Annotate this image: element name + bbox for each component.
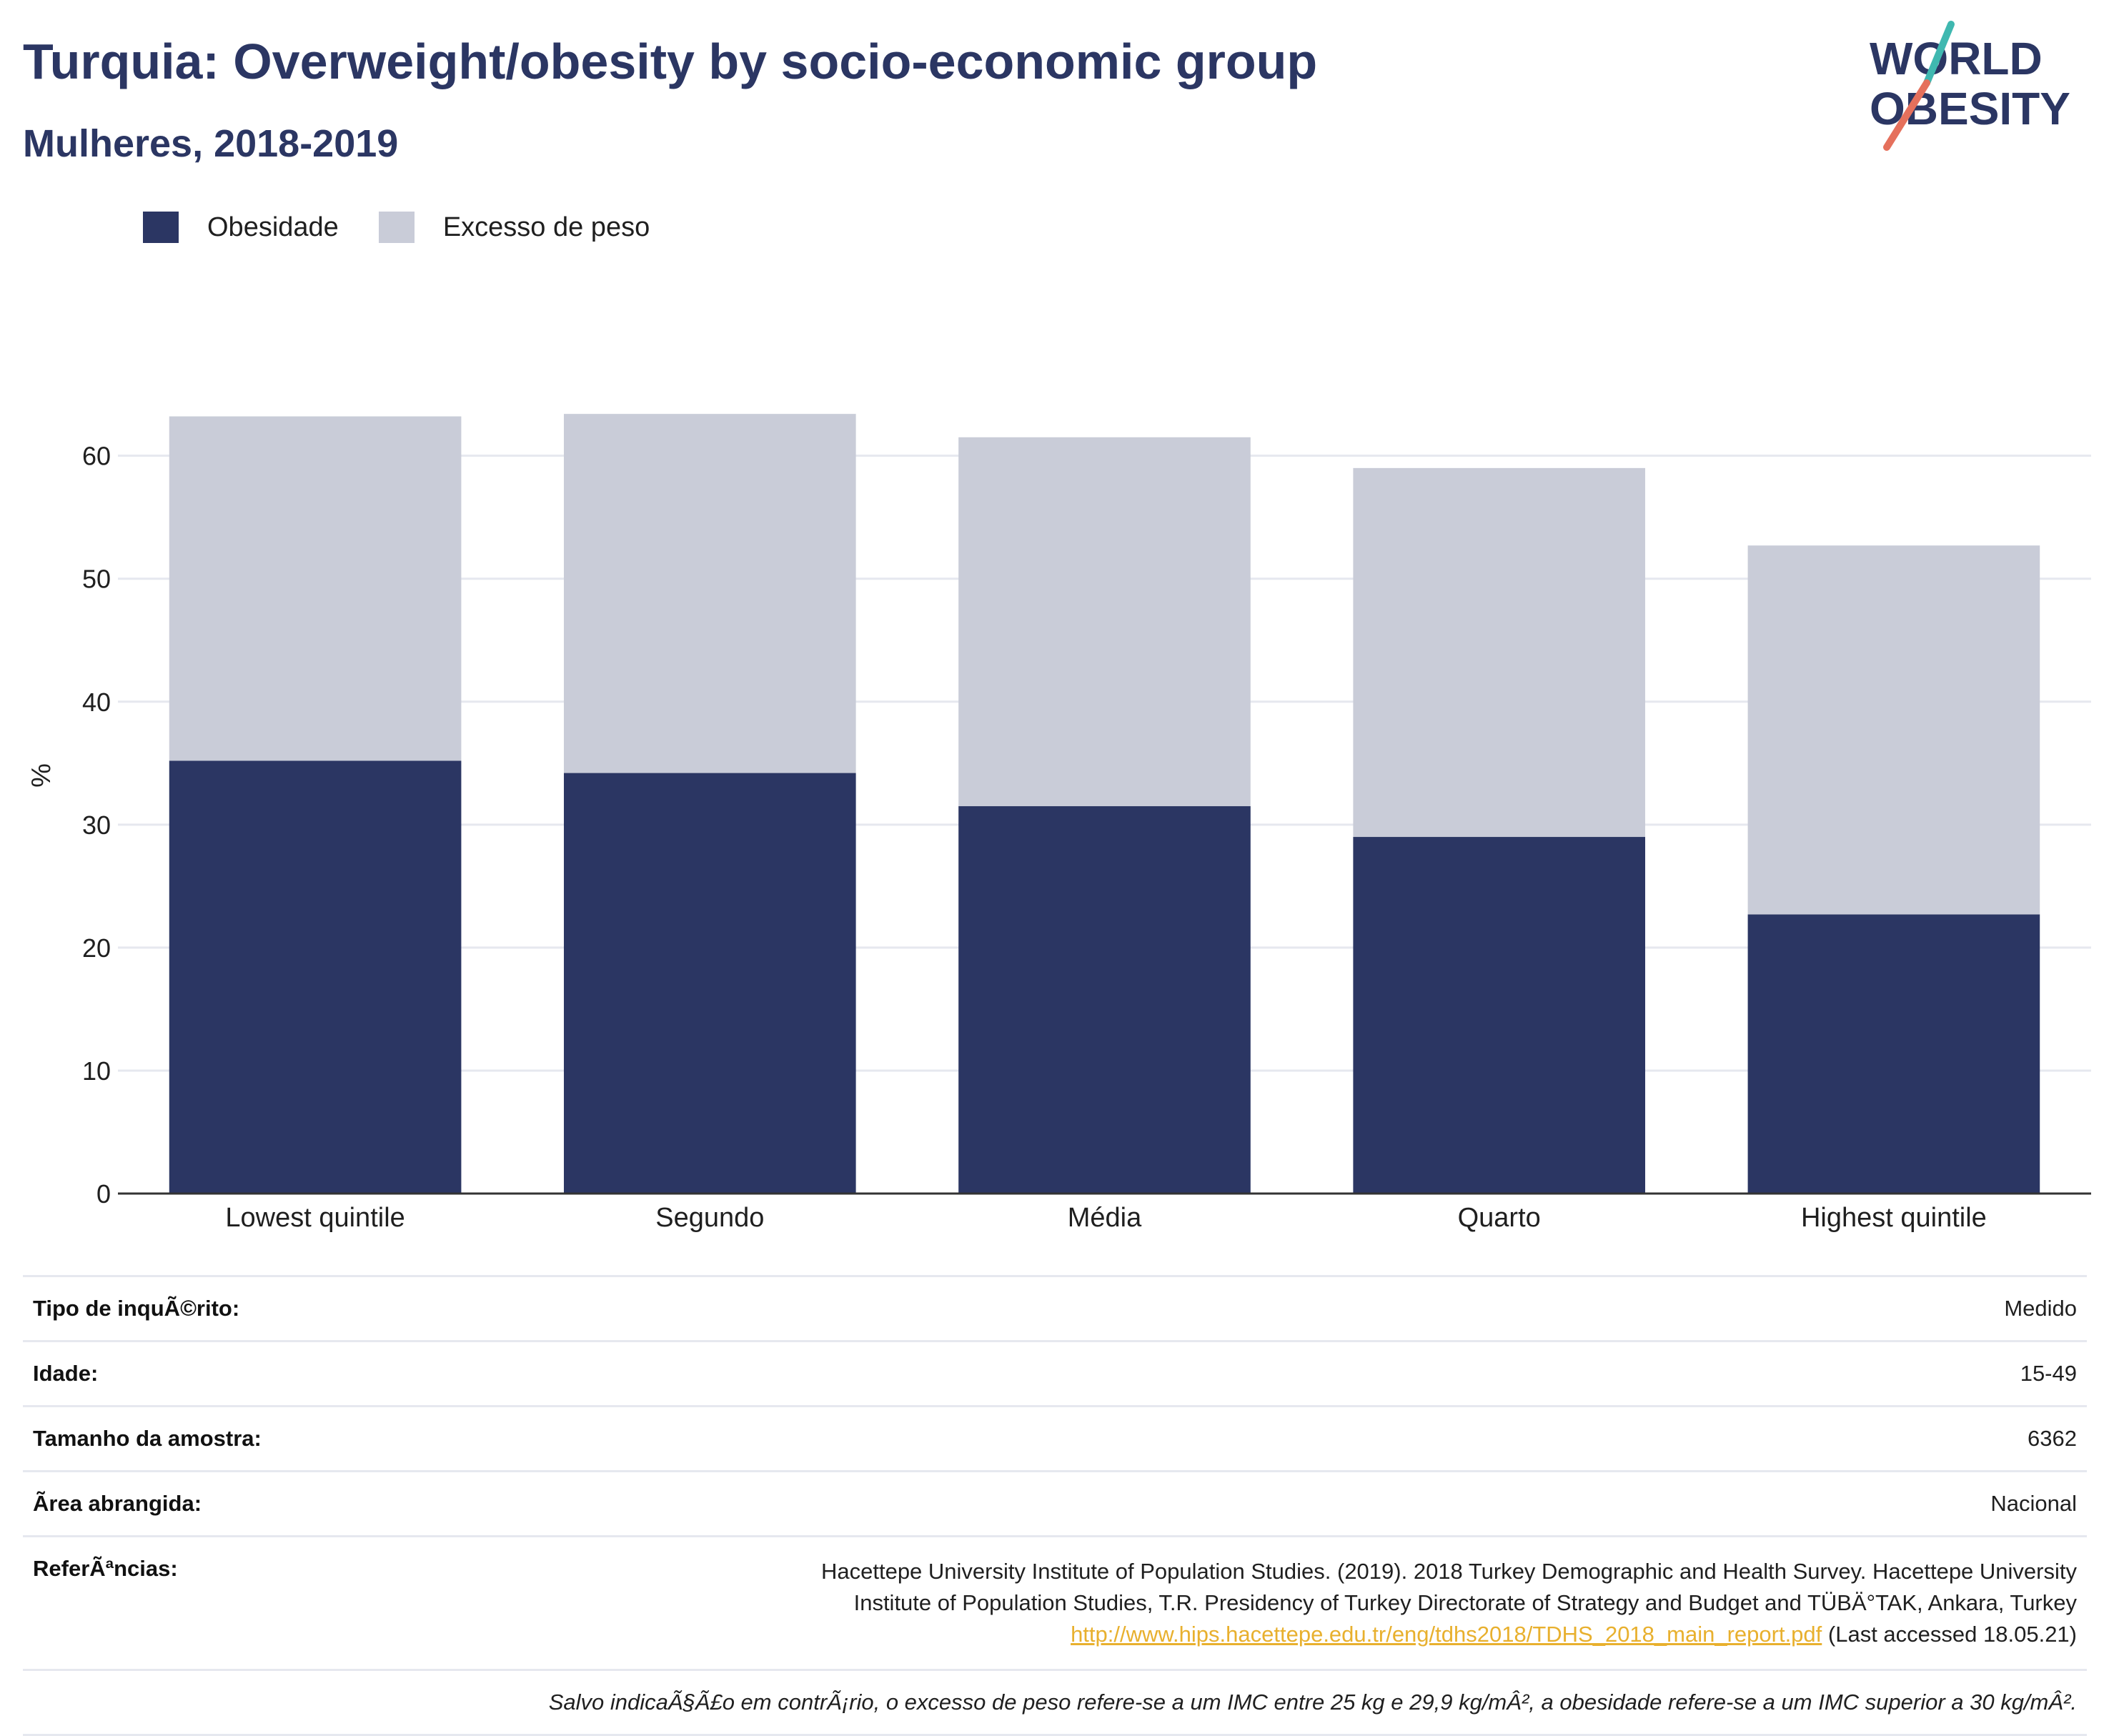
chart-subtitle: Mulheres, 2018-2019 [23, 121, 398, 166]
x-tick-label: Média [1068, 1203, 1142, 1233]
reference-accessed: (Last accessed 18.05.21) [1822, 1622, 2077, 1647]
x-tick-label: Quarto [1458, 1203, 1541, 1233]
y-tick-label: 10 [82, 1056, 111, 1086]
bar-chart: 0 10 20 30 40 50 60% Lowest quintile Segundo Médi… [0, 343, 2114, 1236]
bar-overweight-3 [1353, 468, 1645, 837]
x-tick-label: Segundo [655, 1203, 764, 1233]
survey-type-label: Tipo de inquÃ©rito: [33, 1296, 239, 1321]
legend-item-overweight[interactable]: Excesso de peso [379, 212, 650, 243]
footnote-text: Salvo indicaÃ§Ã£o em contrÃ¡rio, o exces… [549, 1690, 2077, 1715]
bar-overweight-4 [1748, 545, 2040, 914]
y-tick-label: 60 [82, 442, 111, 471]
footnote-row: Salvo indicaÃ§Ã£o em contrÃ¡rio, o exces… [23, 1669, 2087, 1736]
reference-line-1: Hacettepe University Institute of Popula… [821, 1556, 2077, 1587]
legend-label-overweight: Excesso de peso [443, 212, 650, 243]
y-tick-label: 0 [96, 1179, 111, 1209]
y-tick-label: 50 [82, 565, 111, 594]
x-tick-label: Highest quintile [1801, 1203, 1987, 1233]
bar-overweight-2 [958, 437, 1251, 806]
info-row-survey-type: Tipo de inquÃ©rito: Medido [23, 1275, 2087, 1340]
info-row-age: Idade: 15-49 [23, 1340, 2087, 1405]
sample-size-value: 6362 [2028, 1426, 2077, 1452]
world-obesity-logo: WORLD OBESITY [1858, 19, 2094, 154]
logo-text-world: WORLD [1870, 33, 2043, 84]
chart-legend: Obesidade Excesso de peso [143, 212, 690, 243]
chart-title: Turquia: Overweight/obesity by socio-eco… [23, 33, 1317, 90]
reference-line-3: http://www.hips.hacettepe.edu.tr/eng/tdh… [821, 1619, 2077, 1650]
references-label: ReferÃªncias: [33, 1556, 178, 1582]
legend-swatch-obesity [143, 212, 179, 243]
legend-item-obesity[interactable]: Obesidade [143, 212, 339, 243]
legend-swatch-overweight [379, 212, 415, 243]
y-tick-label: 30 [82, 810, 111, 840]
y-tick-label: 40 [82, 688, 111, 717]
y-tick-label: 20 [82, 933, 111, 963]
bar-overweight-0 [169, 417, 462, 761]
info-row-references: ReferÃªncias: Hacettepe University Insti… [23, 1535, 2087, 1669]
bar-obesity-4 [1748, 914, 2040, 1194]
reference-line-2: Institute of Population Studies, T.R. Pr… [821, 1587, 2077, 1619]
survey-type-value: Medido [2004, 1296, 2077, 1321]
info-row-sample-size: Tamanho da amostra: 6362 [23, 1405, 2087, 1470]
bar-obesity-1 [564, 773, 856, 1194]
x-tick-label: Lowest quintile [225, 1203, 405, 1233]
area-value: Nacional [1990, 1491, 2077, 1517]
bar-obesity-2 [958, 806, 1251, 1194]
age-label: Idade: [33, 1361, 98, 1387]
bar-obesity-0 [169, 760, 462, 1194]
survey-info-table: Tipo de inquÃ©rito: Medido Idade: 15-49 … [23, 1275, 2087, 1736]
y-axis-label: % [26, 763, 56, 788]
references-text: Hacettepe University Institute of Popula… [821, 1556, 2077, 1650]
age-value: 15-49 [2020, 1361, 2077, 1387]
reference-link[interactable]: http://www.hips.hacettepe.edu.tr/eng/tdh… [1071, 1622, 1822, 1647]
area-label: Ã rea abrangida: [33, 1491, 202, 1517]
legend-label-obesity: Obesidade [207, 212, 339, 243]
sample-size-label: Tamanho da amostra: [33, 1426, 262, 1452]
info-row-area: Ã rea abrangida: Nacional [23, 1470, 2087, 1535]
bar-overweight-1 [564, 414, 856, 773]
bar-obesity-3 [1353, 837, 1645, 1194]
